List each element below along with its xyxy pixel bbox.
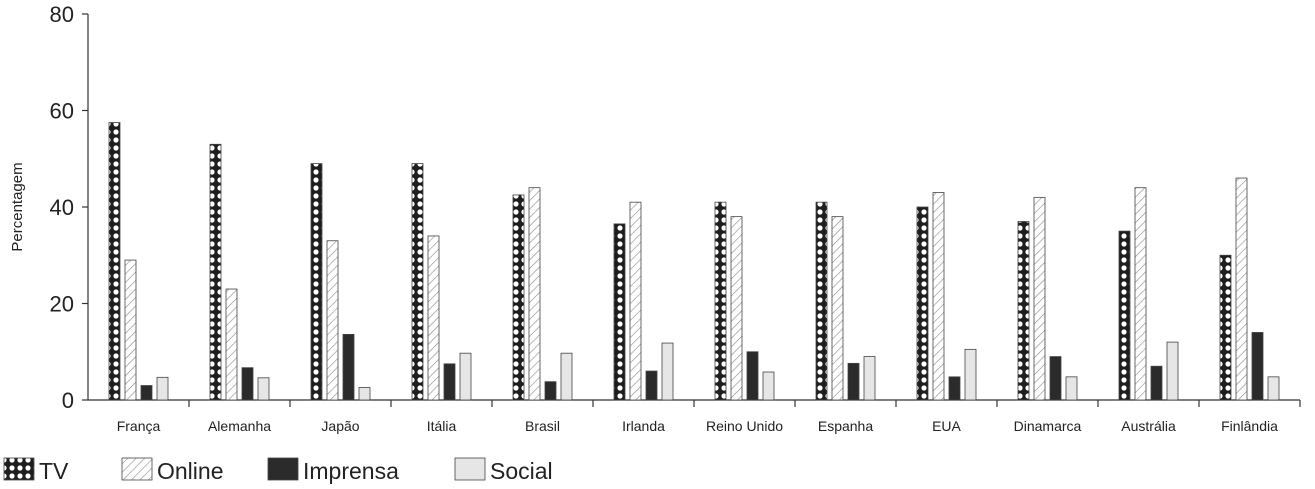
bar-imprensa [443, 363, 456, 401]
y-tick-label: 60 [50, 99, 74, 124]
bar-imprensa [1049, 356, 1062, 401]
y-axis: Percentagem 0 20 40 60 80 [9, 2, 89, 413]
legend-swatch-online [121, 457, 153, 481]
x-axis: França Alemanha Japão Itália Brasil Irlanda Re… [88, 399, 1301, 434]
bar-online [528, 187, 541, 401]
x-tick-label: Japão [321, 418, 359, 434]
legend: TV Online Imprensa Social [3, 457, 553, 484]
x-ticks: França Alemanha Japão Itália Brasil Irlanda Re… [117, 400, 1301, 434]
y-tick-label: 0 [62, 388, 74, 413]
bar-tv [1118, 230, 1131, 401]
x-tick-label: EUA [932, 418, 961, 434]
x-tick-label: Finlândia [1221, 418, 1278, 434]
bar-online [427, 235, 440, 401]
bar-online [932, 192, 945, 401]
legend-label-social: Social [490, 458, 553, 484]
bar-imprensa [1150, 365, 1163, 401]
bar-social [560, 352, 573, 401]
legend-label-imprensa: Imprensa [303, 458, 399, 484]
bar-imprensa [342, 333, 355, 401]
bar-social [964, 348, 977, 401]
bar-online [225, 288, 238, 401]
bar-online [831, 216, 844, 401]
bar-social [762, 371, 775, 401]
bar-social [358, 387, 371, 401]
bar-tv [815, 201, 828, 401]
x-tick-label: Dinamarca [1014, 418, 1082, 434]
bar-online [629, 201, 642, 401]
bar-imprensa [847, 362, 860, 401]
y-tick-label: 40 [50, 195, 74, 220]
bar-tv [411, 163, 424, 401]
legend-swatch-imprensa [267, 457, 299, 481]
bar-imprensa [1251, 332, 1264, 401]
x-tick-label: Itália [427, 418, 457, 434]
bar-imprensa [140, 385, 153, 401]
bar-online [1033, 196, 1046, 401]
bar-tv [512, 194, 525, 401]
x-tick-label: Irlanda [622, 418, 665, 434]
bar-social [1166, 341, 1179, 401]
legend-swatch-social [454, 457, 486, 481]
x-tick-label: Brasil [525, 418, 560, 434]
bar-imprensa [544, 381, 557, 401]
legend-label-tv: TV [39, 458, 69, 484]
bar-tv [1017, 221, 1030, 401]
bar-social [156, 376, 169, 401]
bar-tv [310, 163, 323, 401]
bar-online [326, 240, 339, 401]
y-tick-label: 80 [50, 2, 74, 27]
bar-tv [209, 143, 222, 401]
bar-online [124, 259, 137, 401]
bar-imprensa [948, 376, 961, 401]
bars [108, 122, 1280, 401]
legend-swatch-tv [3, 457, 35, 481]
bar-imprensa [241, 367, 254, 401]
x-tick-label: Alemanha [208, 418, 271, 434]
bar-tv [916, 206, 929, 401]
bar-online [1235, 177, 1248, 401]
bar-online [730, 216, 743, 401]
bar-social [257, 377, 270, 401]
bar-imprensa [645, 370, 658, 401]
bar-tv [714, 201, 727, 401]
x-tick-label: Espanha [818, 418, 873, 434]
bar-social [661, 342, 674, 401]
bar-social [863, 356, 876, 401]
bar-social [1065, 376, 1078, 401]
bar-tv [1219, 254, 1232, 401]
x-tick-label: França [117, 418, 161, 434]
legend-label-online: Online [157, 458, 223, 484]
bar-tv [108, 122, 121, 401]
y-axis-label: Percentagem [9, 162, 26, 251]
y-tick-label: 20 [50, 292, 74, 317]
y-ticks: 0 20 40 60 80 [50, 2, 88, 413]
bar-imprensa [746, 351, 759, 401]
bar-online [1134, 187, 1147, 401]
x-tick-label: Reino Unido [706, 418, 783, 434]
bar-tv [613, 223, 626, 401]
bar-social [459, 352, 472, 401]
bar-social [1267, 376, 1280, 401]
x-tick-label: Austrália [1121, 418, 1176, 434]
